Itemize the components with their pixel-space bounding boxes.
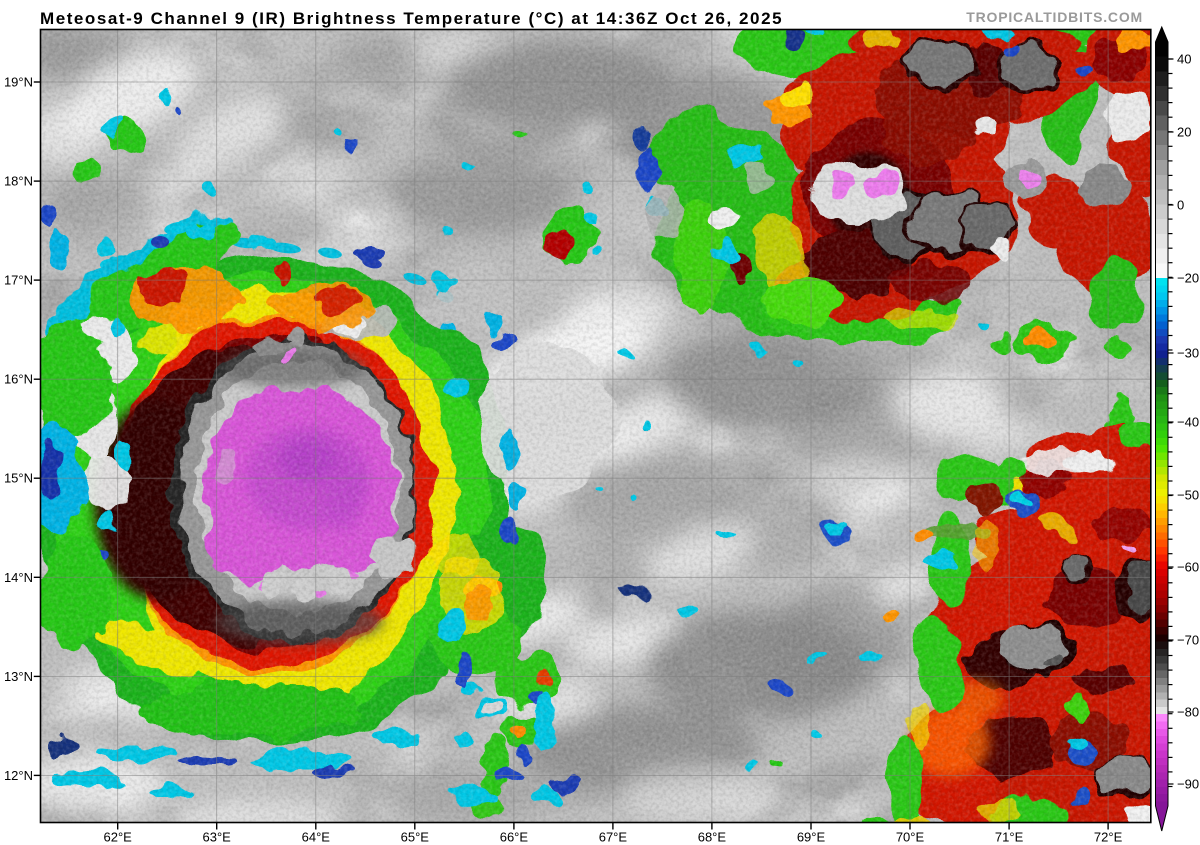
svg-text:66°E: 66°E [500,830,529,845]
svg-text:−70: −70 [1177,633,1199,648]
svg-text:40: 40 [1177,52,1191,67]
svg-text:70°E: 70°E [896,830,925,845]
svg-text:20: 20 [1177,125,1191,140]
svg-text:15°N: 15°N [4,471,33,486]
svg-text:67°E: 67°E [599,830,628,845]
svg-text:68°E: 68°E [698,830,727,845]
svg-text:−90: −90 [1177,777,1199,792]
svg-text:12°N: 12°N [4,768,33,783]
svg-text:71°E: 71°E [995,830,1024,845]
svg-text:14°N: 14°N [4,570,33,585]
svg-text:63°E: 63°E [203,830,232,845]
svg-text:−60: −60 [1177,560,1199,575]
svg-text:64°E: 64°E [302,830,331,845]
svg-text:−40: −40 [1177,415,1199,430]
svg-text:19°N: 19°N [4,75,33,90]
svg-text:0: 0 [1177,198,1184,213]
svg-text:17°N: 17°N [4,273,33,288]
svg-text:62°E: 62°E [104,830,133,845]
svg-text:65°E: 65°E [401,830,430,845]
svg-text:16°N: 16°N [4,372,33,387]
svg-text:69°E: 69°E [797,830,826,845]
svg-text:−20: −20 [1177,271,1199,286]
svg-text:18°N: 18°N [4,174,33,189]
svg-text:72°E: 72°E [1094,830,1123,845]
svg-text:−80: −80 [1177,705,1199,720]
svg-text:13°N: 13°N [4,669,33,684]
svg-text:−50: −50 [1177,488,1199,503]
svg-text:Meteosat-9 Channel 9 (IR) Brig: Meteosat-9 Channel 9 (IR) Brightness Tem… [40,9,783,28]
svg-text:−30: −30 [1177,346,1199,361]
svg-text:TROPICALTIDBITS.COM: TROPICALTIDBITS.COM [966,9,1143,25]
